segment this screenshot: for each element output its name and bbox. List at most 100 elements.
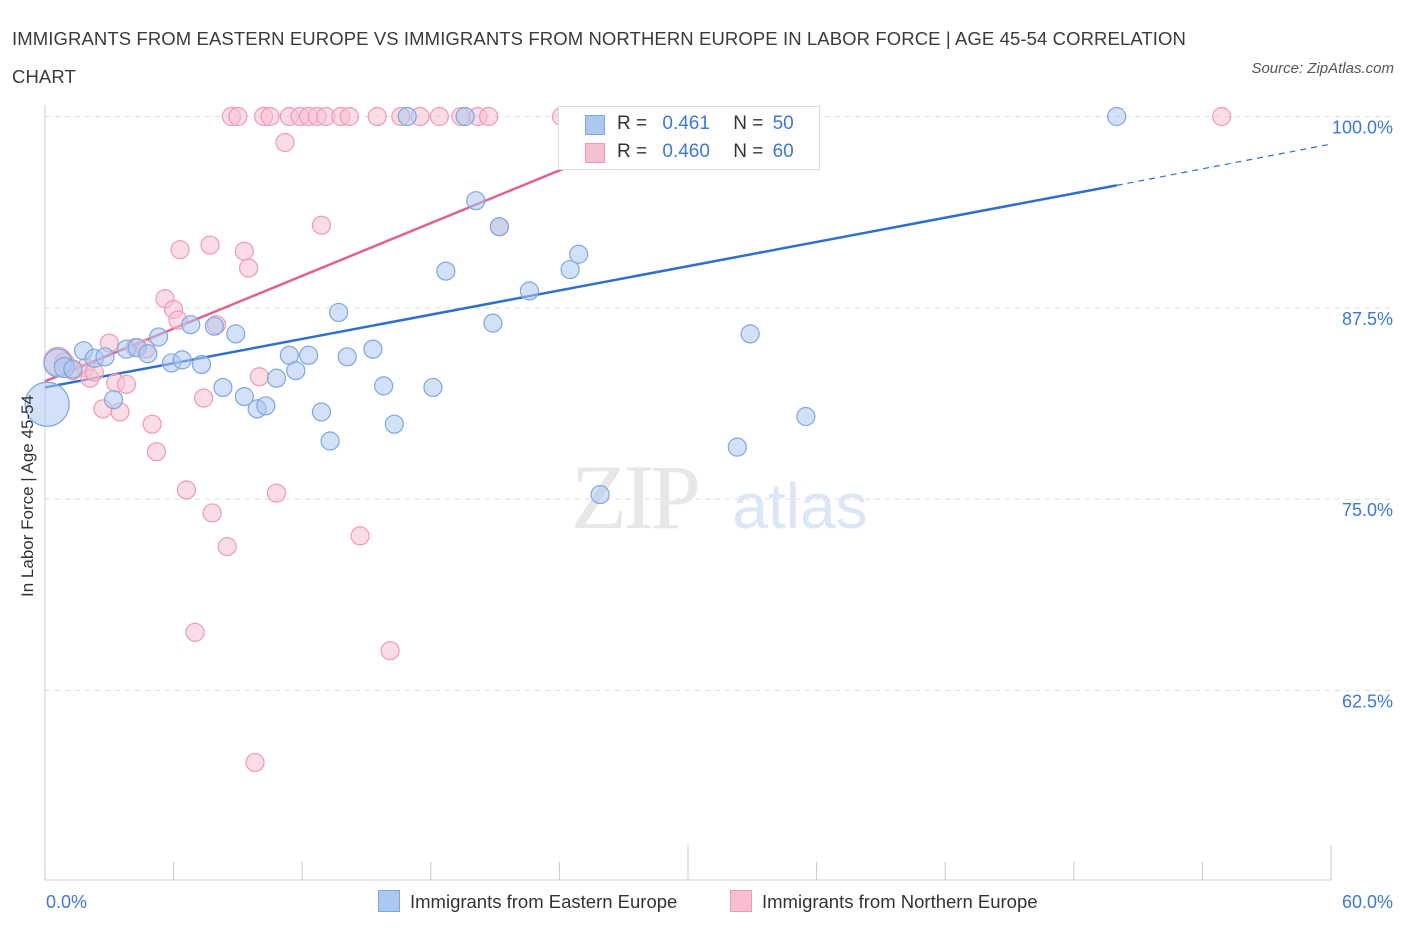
trend-extension-eastern bbox=[1116, 143, 1332, 186]
point-eastern bbox=[329, 302, 349, 323]
point-eastern bbox=[560, 259, 580, 280]
point-eastern bbox=[266, 368, 287, 388]
point-northern bbox=[1212, 106, 1232, 127]
point-northern bbox=[311, 215, 332, 235]
point-eastern bbox=[226, 324, 246, 344]
point-eastern bbox=[320, 431, 340, 451]
point-eastern bbox=[423, 377, 443, 398]
point-northern bbox=[275, 132, 295, 153]
point-eastern bbox=[569, 244, 589, 264]
point-eastern bbox=[455, 106, 475, 127]
point-eastern bbox=[181, 315, 201, 335]
point-eastern bbox=[397, 106, 417, 127]
point-eastern bbox=[256, 396, 276, 416]
point-eastern bbox=[191, 354, 212, 375]
point-northern bbox=[234, 241, 254, 261]
point-eastern bbox=[1107, 106, 1127, 127]
point-eastern bbox=[374, 376, 394, 396]
axes bbox=[44, 105, 1332, 881]
point-eastern bbox=[286, 360, 306, 381]
point-northern bbox=[116, 374, 137, 394]
point-northern bbox=[194, 388, 214, 408]
point-northern bbox=[217, 537, 237, 557]
series-name-northern: Immigrants from Northern Europe bbox=[762, 891, 1038, 912]
legend-r-value: 0.461 bbox=[662, 113, 710, 134]
point-eastern bbox=[727, 437, 747, 457]
point-northern bbox=[479, 106, 499, 127]
legend-r-value: 0.460 bbox=[662, 141, 710, 162]
point-northern bbox=[266, 483, 287, 503]
legend-swatch-pink bbox=[585, 143, 605, 163]
point-northern bbox=[228, 106, 248, 127]
point-eastern bbox=[213, 377, 233, 398]
y-tick-label: 62.5% bbox=[1342, 692, 1393, 712]
point-northern bbox=[176, 480, 197, 500]
point-northern bbox=[202, 503, 222, 523]
tick-labels: 62.5% 75.0% 87.5% 100.0% 0.0% 60.0% bbox=[46, 118, 1393, 913]
point-eastern bbox=[63, 359, 83, 379]
point-eastern bbox=[148, 327, 169, 347]
trend-lines bbox=[44, 143, 1332, 389]
y-tick-label: 100.0% bbox=[1332, 118, 1393, 138]
watermark-zip: ZIP bbox=[571, 446, 698, 548]
chart-title: IMMIGRANTS FROM EASTERN EUROPE VS IMMIGR… bbox=[12, 28, 1187, 87]
x-tick-label: 60.0% bbox=[1342, 892, 1393, 912]
data-points bbox=[24, 106, 1232, 773]
point-eastern bbox=[138, 344, 158, 364]
legend-r-label: R = bbox=[617, 141, 648, 162]
point-northern bbox=[170, 240, 190, 260]
watermark-atlas: atlas bbox=[732, 470, 867, 542]
point-northern bbox=[367, 106, 387, 127]
point-eastern bbox=[204, 316, 224, 336]
x-tick-label: 0.0% bbox=[46, 892, 87, 912]
series-name-eastern: Immigrants from Eastern Europe bbox=[410, 891, 678, 912]
point-northern bbox=[350, 526, 370, 546]
point-northern bbox=[185, 622, 205, 642]
point-eastern bbox=[299, 345, 319, 365]
point-northern bbox=[146, 442, 167, 462]
point-eastern bbox=[103, 390, 124, 410]
source-label: Source: ZipAtlas.com bbox=[1251, 60, 1394, 77]
correlation-legend: R = 0.461 N = 50 R = 0.460 N = 60 bbox=[558, 106, 820, 170]
legend-n-label: N = bbox=[733, 141, 764, 162]
point-eastern bbox=[436, 261, 456, 281]
point-eastern bbox=[590, 484, 610, 505]
y-axis-label: In Labor Force | Age 45-54 bbox=[18, 395, 37, 597]
point-eastern bbox=[234, 387, 254, 407]
point-eastern bbox=[489, 217, 509, 237]
point-northern bbox=[429, 106, 449, 127]
point-eastern bbox=[519, 281, 539, 301]
point-eastern bbox=[311, 402, 332, 422]
legend-n-label: N = bbox=[733, 113, 764, 134]
series-legend-eastern[interactable]: Immigrants from Eastern Europe bbox=[378, 888, 677, 916]
point-northern bbox=[380, 641, 400, 661]
point-eastern bbox=[796, 406, 816, 427]
point-eastern bbox=[95, 347, 115, 367]
series-swatch-blue bbox=[378, 890, 400, 912]
y-tick-label: 87.5% bbox=[1342, 309, 1393, 329]
legend-n-value: 60 bbox=[772, 141, 794, 162]
y-tick-label: 75.0% bbox=[1342, 500, 1393, 520]
point-northern bbox=[142, 414, 162, 434]
point-eastern bbox=[466, 191, 486, 211]
point-eastern bbox=[740, 324, 760, 344]
point-northern bbox=[339, 106, 359, 127]
legend-r-label: R = bbox=[617, 113, 648, 134]
point-northern bbox=[260, 106, 280, 127]
point-eastern bbox=[384, 414, 404, 434]
point-eastern bbox=[24, 381, 70, 427]
watermark: ZIP atlas bbox=[571, 446, 868, 548]
point-northern bbox=[245, 752, 265, 773]
point-northern bbox=[239, 258, 259, 278]
point-eastern bbox=[172, 350, 192, 370]
series-legend-northern[interactable]: Immigrants from Northern Europe bbox=[730, 888, 1038, 916]
point-northern bbox=[200, 235, 220, 255]
trend-line-eastern bbox=[44, 184, 1117, 389]
series-swatch-pink bbox=[730, 890, 752, 912]
point-eastern bbox=[363, 339, 383, 359]
legend-swatch-blue bbox=[585, 115, 605, 135]
point-northern bbox=[249, 367, 269, 387]
legend-n-value: 50 bbox=[772, 113, 794, 134]
point-eastern bbox=[337, 347, 357, 367]
point-eastern bbox=[483, 313, 503, 333]
